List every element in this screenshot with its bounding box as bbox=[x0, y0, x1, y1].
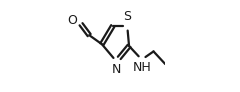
Text: NH: NH bbox=[132, 61, 151, 74]
Text: O: O bbox=[67, 14, 78, 27]
Text: S: S bbox=[123, 10, 131, 23]
Text: N: N bbox=[112, 63, 121, 76]
